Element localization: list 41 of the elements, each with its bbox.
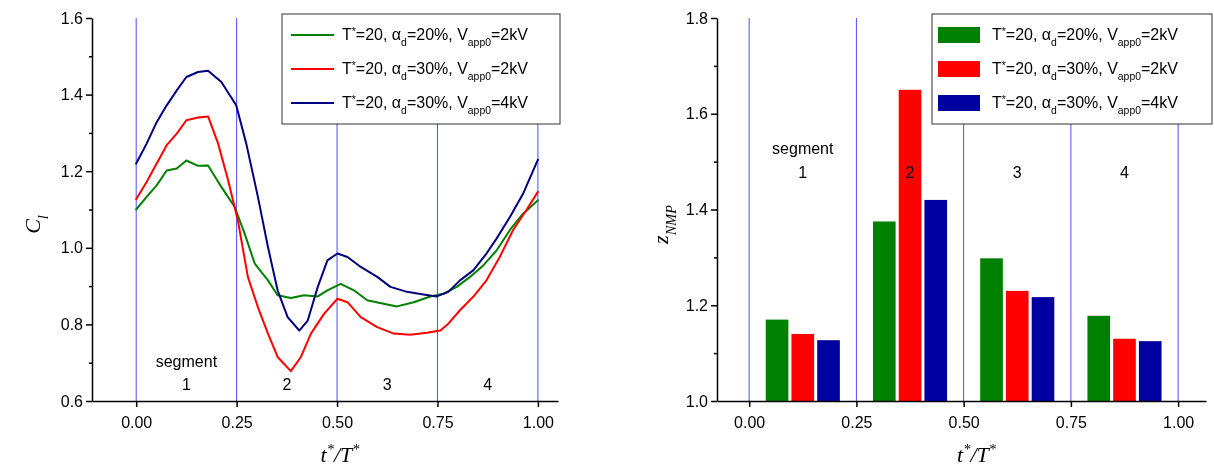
y-tick-label: 1.6: [685, 105, 709, 123]
annotation: 4: [1120, 164, 1130, 181]
y-tick-label: 0.6: [60, 392, 84, 410]
x-tick-label: 0.50: [948, 413, 980, 431]
annotation: 3: [1012, 164, 1022, 181]
x-tick-label: 0.50: [321, 413, 354, 431]
legend-label: T$^{*}$=20, α$_{d}$=30%, V$_{app0}$=2kV: [992, 59, 1179, 82]
y-tick-label: 1.4: [60, 86, 84, 104]
annotation: segment: [772, 140, 835, 157]
x-tick-label: 0.00: [734, 413, 766, 431]
y-tick-label: 1.4: [685, 201, 709, 219]
x-tick-label: 0.75: [1055, 413, 1088, 431]
y-tick-label: 1.0: [685, 392, 709, 410]
x-tick-label: 0.25: [221, 413, 253, 431]
y-tick-label: 1.2: [60, 162, 84, 180]
x-tick-label: 1.00: [1163, 413, 1195, 431]
legend-label: T$^{*}$=20, α$_{d}$=30%, V$_{app0}$=2kV: [342, 59, 529, 82]
y-tick-label: 0.8: [60, 316, 84, 334]
x-tick-label: 0.00: [121, 413, 153, 431]
y-tick-label: 1.2: [685, 296, 709, 314]
annotation: 2: [905, 164, 915, 181]
line-series: [135, 159, 539, 308]
x-axis-title: t$^{*}$/T$^{*}$: [957, 441, 997, 467]
annotation: 1: [798, 164, 808, 181]
annotation: 3: [382, 376, 392, 393]
x-tick-label: 1.00: [522, 413, 555, 431]
x-axis-title: t$^{*}$/T$^{*}$: [320, 441, 361, 467]
x-tick-label: 0.75: [422, 413, 454, 431]
legend-label: T$^{*}$=20, α$_{d}$=30%, V$_{app0}$=4kV: [992, 93, 1179, 116]
y-tick-label: 1.0: [60, 239, 84, 257]
annotation: segment: [155, 353, 218, 370]
legend-label: T$^{*}$=20, α$_{d}$=20%, V$_{app0}$=2kV: [342, 25, 529, 48]
line-series: [135, 115, 539, 373]
legend-label: T$^{*}$=20, α$_{d}$=30%, V$_{app0}$=4kV: [342, 93, 529, 116]
annotation: 1: [181, 376, 191, 393]
annotation: 4: [483, 376, 493, 393]
y-tick-label: 1.8: [685, 9, 709, 27]
y-tick-label: 1.6: [60, 9, 84, 27]
legend-label: T$^{*}$=20, α$_{d}$=20%, V$_{app0}$=2kV: [992, 25, 1179, 48]
x-tick-label: 0.25: [841, 413, 873, 431]
annotation: 2: [282, 376, 292, 393]
